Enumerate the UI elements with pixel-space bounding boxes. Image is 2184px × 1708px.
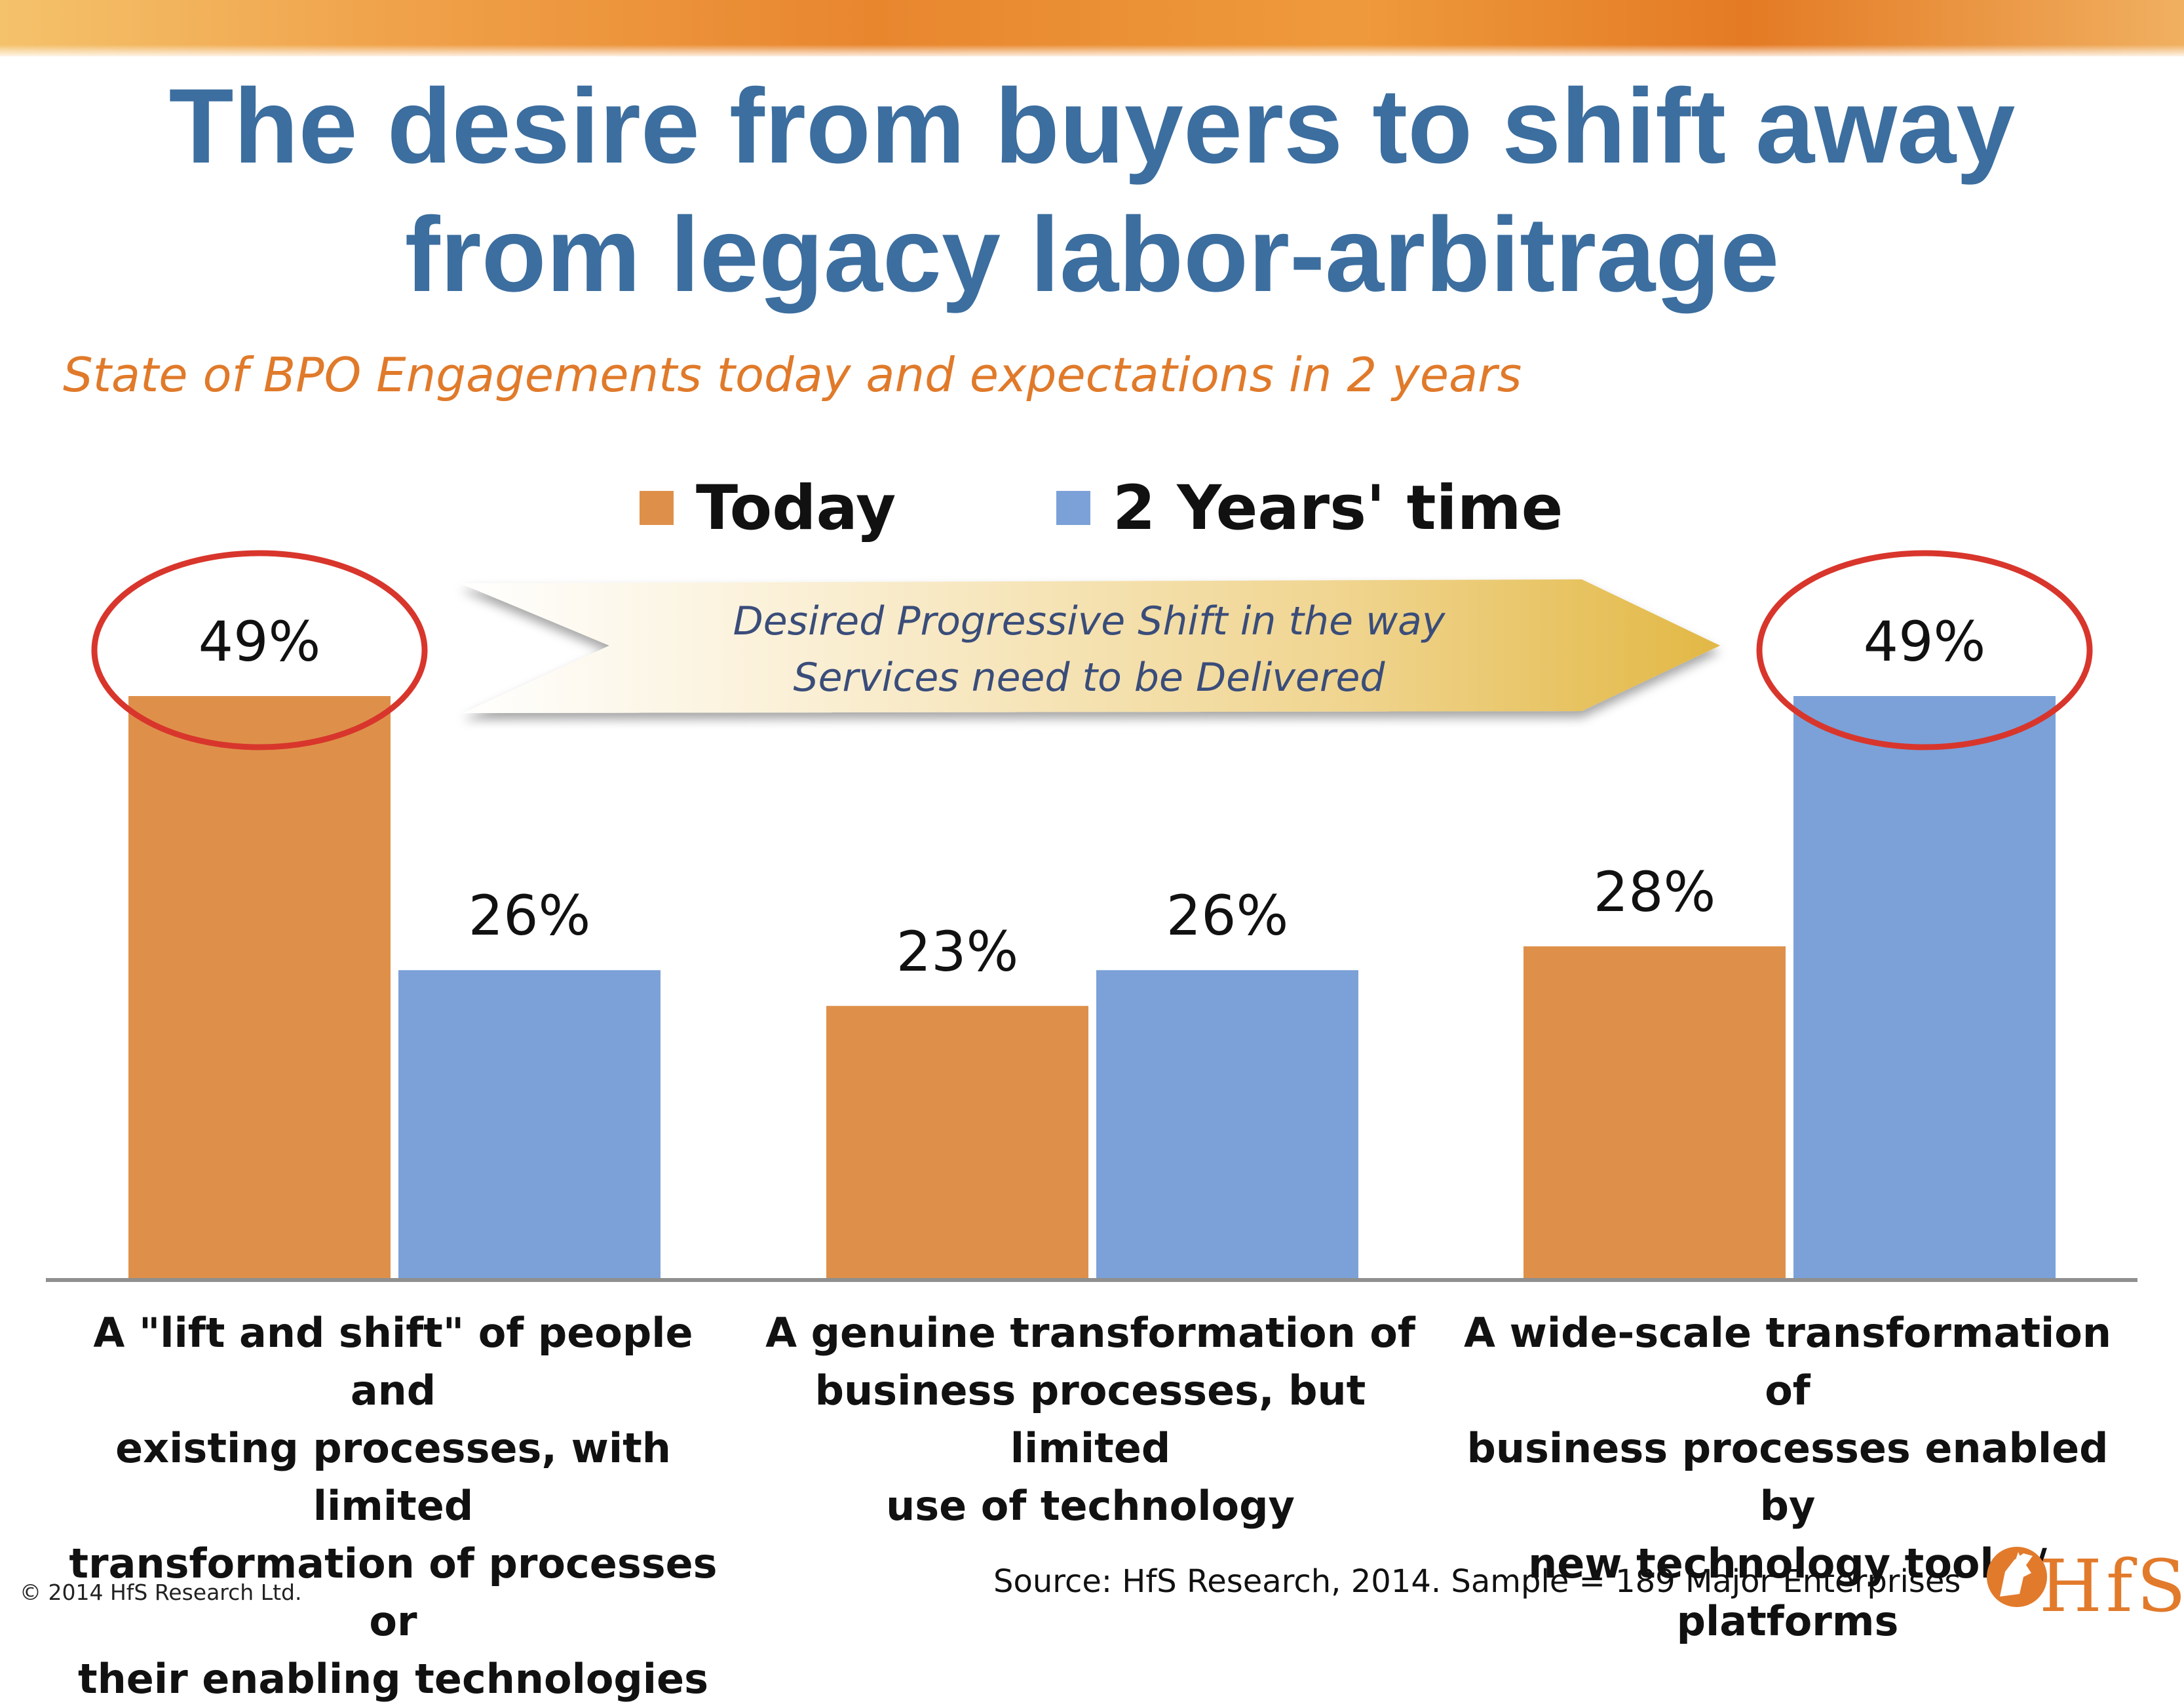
- legend-item-2-years: 2 Years' time: [1056, 472, 1563, 544]
- category-label-1-line-2: existing processes, with limited: [115, 1424, 671, 1530]
- header-gradient-band: [0, 0, 2184, 56]
- category-label-2-line-3: use of technology: [886, 1482, 1295, 1530]
- hfs-logo-text: HfS: [2039, 1544, 2184, 1628]
- bar-2-years-category-3: [1793, 696, 2056, 1280]
- category-label-3-line-3: new technology tools / platforms: [1528, 1540, 2047, 1645]
- bar-today-category-1: [128, 696, 391, 1280]
- category-label-3-line-2: business processes enabled by: [1466, 1424, 2109, 1530]
- data-label-2-years-category-3: 49%: [1864, 610, 1986, 674]
- category-label-3: A wide-scale transformation of business …: [1460, 1304, 2115, 1650]
- page-title-line-1: The desire from buyers to shift away: [168, 67, 2016, 185]
- arrow-annotation-line-1: Desired Progressive Shift in the way: [733, 598, 1446, 644]
- category-label-2: A genuine transformation of business pro…: [763, 1304, 1418, 1535]
- legend-label-2-years: 2 Years' time: [1113, 472, 1563, 544]
- bar-chart: Desired Progressive Shift in the way Ser…: [46, 550, 2137, 1282]
- data-label-today-category-3: 28%: [1594, 860, 1716, 924]
- category-label-2-line-2: business processes, but limited: [814, 1367, 1366, 1472]
- data-label-today-category-1: 49%: [199, 610, 321, 674]
- legend-swatch-today: [640, 491, 674, 525]
- bar-2-years-category-1: [398, 970, 661, 1280]
- data-label-2-years-category-2: 26%: [1166, 883, 1289, 948]
- page-title-line-2: from legacy labor-arbitrage: [404, 195, 1780, 314]
- highlight-circle-1: [91, 550, 428, 750]
- category-label-1-line-3: transformation of processes or: [69, 1540, 718, 1645]
- category-label-1-line-1: A "lift and shift" of people and: [93, 1309, 693, 1414]
- bar-today-category-2: [826, 1005, 1088, 1280]
- category-label-2-line-1: A genuine transformation of: [765, 1309, 1415, 1357]
- legend-swatch-2-years: [1056, 491, 1090, 525]
- arrow-annotation-line-2: Services need to be Delivered: [793, 655, 1385, 701]
- progressive-shift-arrow: Desired Progressive Shift in the way Ser…: [460, 579, 1720, 713]
- data-label-today-category-2: 23%: [896, 920, 1019, 984]
- bar-today-category-3: [1523, 946, 1786, 1280]
- chart-subtitle: State of BPO Engagements today and expec…: [63, 347, 1522, 402]
- category-label-1-line-4: their enabling technologies: [78, 1655, 708, 1703]
- category-label-3-line-1: A wide-scale transformation of: [1464, 1309, 2111, 1414]
- copyright-notice: © 2014 HfS Research Ltd.: [20, 1580, 302, 1605]
- highlight-circle-2: [1756, 550, 2093, 750]
- legend-item-today: Today: [640, 472, 896, 544]
- hfs-logo-icon: [1987, 1547, 2047, 1607]
- source-note: Source: HfS Research, 2014. Sample = 189…: [993, 1563, 1961, 1600]
- data-label-2-years-category-1: 26%: [469, 883, 591, 948]
- bar-2-years-category-2: [1096, 970, 1358, 1280]
- category-label-1: A "lift and shift" of people and existin…: [66, 1304, 721, 1708]
- legend-label-today: Today: [696, 472, 896, 544]
